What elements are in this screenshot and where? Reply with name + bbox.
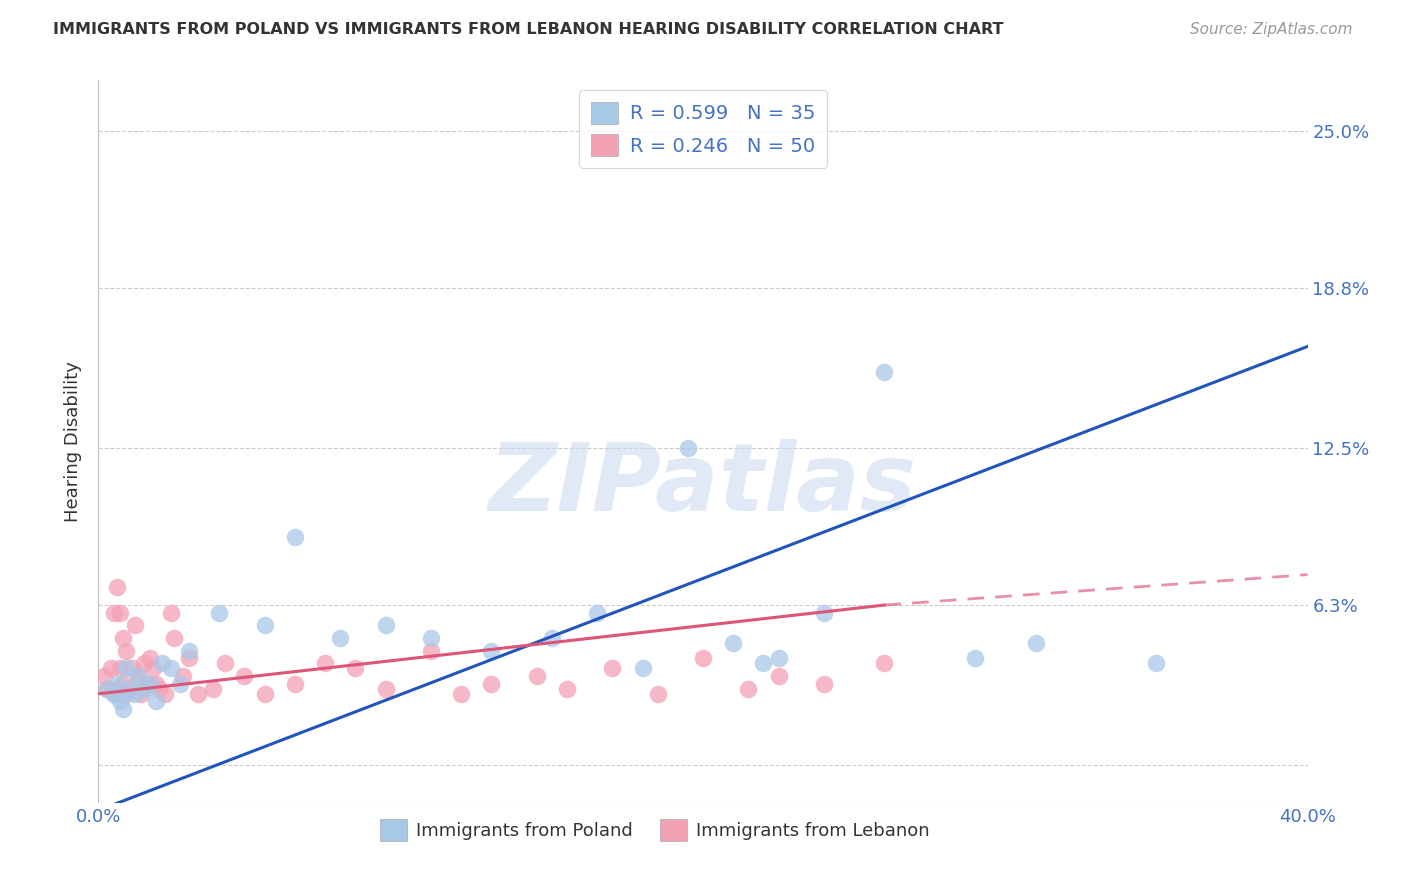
Point	[127, 669, 149, 683]
Point	[737, 681, 759, 696]
Point	[153, 687, 176, 701]
Point	[752, 657, 775, 671]
Point	[132, 681, 155, 696]
Point	[692, 651, 714, 665]
Text: Source: ZipAtlas.com: Source: ZipAtlas.com	[1189, 22, 1353, 37]
Point	[132, 657, 155, 671]
Point	[105, 580, 128, 594]
Point	[768, 651, 790, 665]
Point	[129, 687, 152, 701]
Point	[253, 687, 276, 701]
Point	[314, 657, 336, 671]
Point	[108, 661, 131, 675]
Point	[344, 661, 367, 675]
Y-axis label: Hearing Disability: Hearing Disability	[65, 361, 83, 522]
Point	[202, 681, 225, 696]
Point	[214, 657, 236, 671]
Point	[540, 631, 562, 645]
Point	[118, 681, 141, 696]
Point	[481, 643, 503, 657]
Legend: Immigrants from Poland, Immigrants from Lebanon: Immigrants from Poland, Immigrants from …	[373, 812, 936, 848]
Point	[647, 687, 669, 701]
Point	[160, 606, 183, 620]
Point	[631, 661, 654, 675]
Point	[96, 681, 118, 696]
Point	[100, 661, 122, 675]
Point	[124, 618, 146, 632]
Point	[526, 669, 548, 683]
Point	[111, 631, 134, 645]
Point	[179, 651, 201, 665]
Point	[135, 676, 157, 690]
Point	[142, 661, 165, 675]
Point	[105, 681, 128, 696]
Point	[284, 530, 307, 544]
Point	[163, 631, 186, 645]
Point	[232, 669, 254, 683]
Point	[676, 441, 699, 455]
Point	[114, 687, 136, 701]
Point	[103, 687, 125, 701]
Point	[602, 661, 624, 675]
Point	[450, 687, 472, 701]
Point	[111, 676, 134, 690]
Point	[160, 661, 183, 675]
Point	[1144, 657, 1167, 671]
Point	[145, 676, 167, 690]
Point	[329, 631, 352, 645]
Point	[145, 694, 167, 708]
Point	[420, 631, 443, 645]
Point	[179, 643, 201, 657]
Point	[873, 657, 896, 671]
Point	[169, 676, 191, 690]
Point	[1024, 636, 1046, 650]
Point	[139, 651, 162, 665]
Point	[253, 618, 276, 632]
Text: IMMIGRANTS FROM POLAND VS IMMIGRANTS FROM LEBANON HEARING DISABILITY CORRELATION: IMMIGRANTS FROM POLAND VS IMMIGRANTS FRO…	[53, 22, 1004, 37]
Point	[374, 618, 396, 632]
Point	[586, 606, 609, 620]
Point	[420, 643, 443, 657]
Point	[187, 687, 209, 701]
Point	[127, 669, 149, 683]
Point	[481, 676, 503, 690]
Point	[172, 669, 194, 683]
Point	[124, 687, 146, 701]
Point	[723, 636, 745, 650]
Point	[813, 676, 835, 690]
Point	[114, 661, 136, 675]
Point	[873, 365, 896, 379]
Point	[139, 676, 162, 690]
Point	[374, 681, 396, 696]
Point	[108, 694, 131, 708]
Point	[965, 651, 987, 665]
Point	[208, 606, 231, 620]
Point	[555, 681, 578, 696]
Point	[813, 606, 835, 620]
Point	[103, 606, 125, 620]
Point	[114, 643, 136, 657]
Point	[96, 681, 118, 696]
Point	[148, 681, 170, 696]
Point	[121, 661, 143, 675]
Point	[105, 676, 128, 690]
Point	[150, 657, 173, 671]
Point	[103, 687, 125, 701]
Text: ZIPatlas: ZIPatlas	[489, 439, 917, 531]
Point	[108, 606, 131, 620]
Point	[111, 702, 134, 716]
Point	[93, 669, 115, 683]
Point	[284, 676, 307, 690]
Point	[118, 681, 141, 696]
Point	[768, 669, 790, 683]
